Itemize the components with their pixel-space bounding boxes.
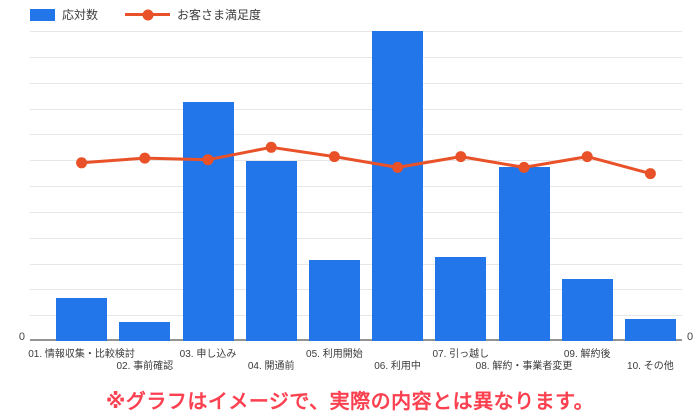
satisfaction-line [81,145,651,176]
bar-09 [561,279,613,341]
bar-01 [56,297,108,341]
bar-04 [245,161,297,341]
x-axis-label-03: 03. 申し込み [179,349,237,360]
x-axis-label-01: 01. 情報収集・比較検討 [28,349,135,360]
line-series-dot-icon [142,9,154,20]
line-point-08 [518,161,530,173]
satisfaction-line-layer [76,141,656,180]
x-axis-label-09: 09. 解約後 [563,349,611,360]
gridline [30,83,682,84]
x-axis-label-08: 08. 解約・事業者変更 [475,361,573,372]
line-point-06 [392,161,404,173]
legend-label-line-series: お客さま満足度 [177,8,262,22]
legend-item-bar-series: 応対数 [30,6,98,23]
y-axis-zero-right: 0 [687,331,694,343]
x-axis-label-05: 05. 利用開始 [306,349,363,360]
gridline [30,57,682,58]
line-point-05 [328,151,340,163]
bar-08 [498,167,550,341]
x-axis-label-06: 06. 利用中 [374,361,421,372]
line-point-03 [202,154,214,166]
line-point-10 [644,168,656,180]
gridline [30,31,682,32]
line-point-01 [76,157,88,169]
x-axis-label-04: 04. 開通前 [247,361,295,372]
y-axis-zero-left: 0 [18,331,25,343]
bar-05 [308,260,360,341]
x-axis-label-02: 02. 事前確認 [116,361,174,372]
bar-10 [624,319,676,341]
x-axis-label-07: 07. 引っ越し [432,349,490,360]
plot-area [30,31,682,341]
gridline [30,134,682,135]
gridline [30,212,682,213]
bar-03 [182,102,234,341]
legend-item-line-series: お客さま満足度 [125,6,261,23]
line-point-02 [139,152,151,164]
gridline [30,109,682,110]
disclaimer-note: ※グラフはイメージで、実際の内容とは異なります。 [105,391,595,413]
x-axis-label-10: 10. その他 [627,361,674,372]
bar-02 [119,322,171,341]
line-point-07 [455,151,467,163]
bar-07 [435,257,487,341]
bar-series-swatch-icon [30,8,55,21]
gridline [30,238,682,239]
legend-label-bar-series: 応対数 [62,8,99,22]
line-point-04 [265,141,277,153]
line-series-swatch-icon [125,9,171,20]
chart-legend: 応対数 お客さま満足度 [30,6,261,23]
bar-06 [372,31,424,341]
line-point-09 [581,151,593,163]
gridline [30,186,682,187]
